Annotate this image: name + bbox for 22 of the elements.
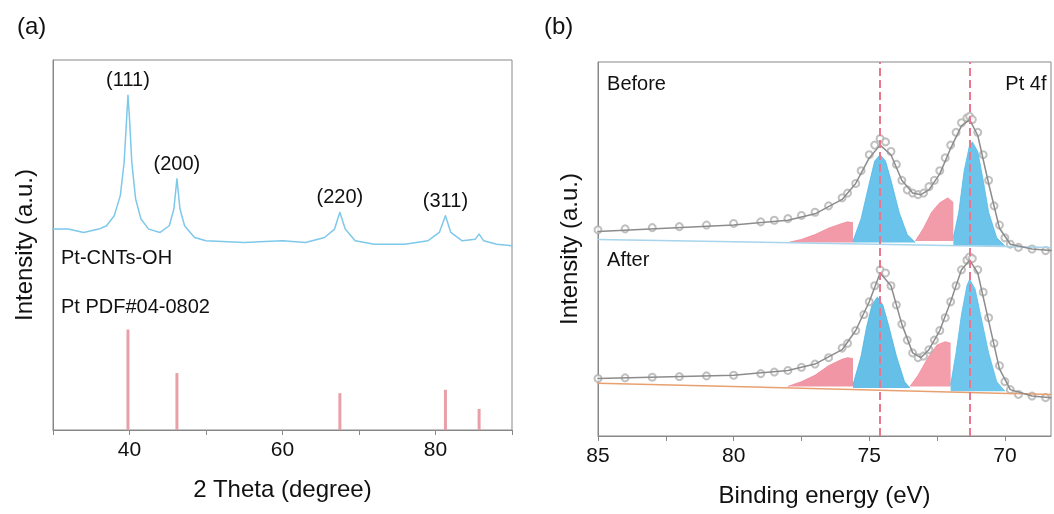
x-tick-label: 80 bbox=[721, 443, 746, 466]
series-label: Pt PDF#04-0802 bbox=[61, 294, 210, 317]
x-axis-title: 2 Theta (degree) bbox=[193, 474, 372, 502]
x-tick-label: 70 bbox=[993, 443, 1017, 466]
x-tick-label: 60 bbox=[270, 437, 295, 460]
x-tick-label: 40 bbox=[117, 437, 142, 460]
series-label: Pt-CNTs-OH bbox=[61, 246, 173, 269]
x-tick-label: 85 bbox=[586, 443, 610, 466]
annotation: (220) bbox=[316, 185, 364, 208]
y-axis-title: Intensity (a.u.) bbox=[9, 168, 37, 322]
annotation: (200) bbox=[153, 151, 201, 174]
chart-title: (a) bbox=[17, 11, 47, 39]
annotation: After bbox=[607, 248, 650, 270]
y-axis-title: Intensity (a.u.) bbox=[554, 172, 582, 326]
text: Pt 4f bbox=[1005, 72, 1047, 95]
annotation: (311) bbox=[422, 188, 469, 211]
chart-title: (b) bbox=[544, 11, 574, 39]
x-axis-title: Binding energy (eV) bbox=[718, 480, 931, 508]
x-tick-label: 75 bbox=[857, 443, 881, 466]
text: Before bbox=[607, 72, 666, 95]
x-tick-label: 80 bbox=[423, 437, 448, 460]
annotation: (111) bbox=[106, 68, 150, 91]
